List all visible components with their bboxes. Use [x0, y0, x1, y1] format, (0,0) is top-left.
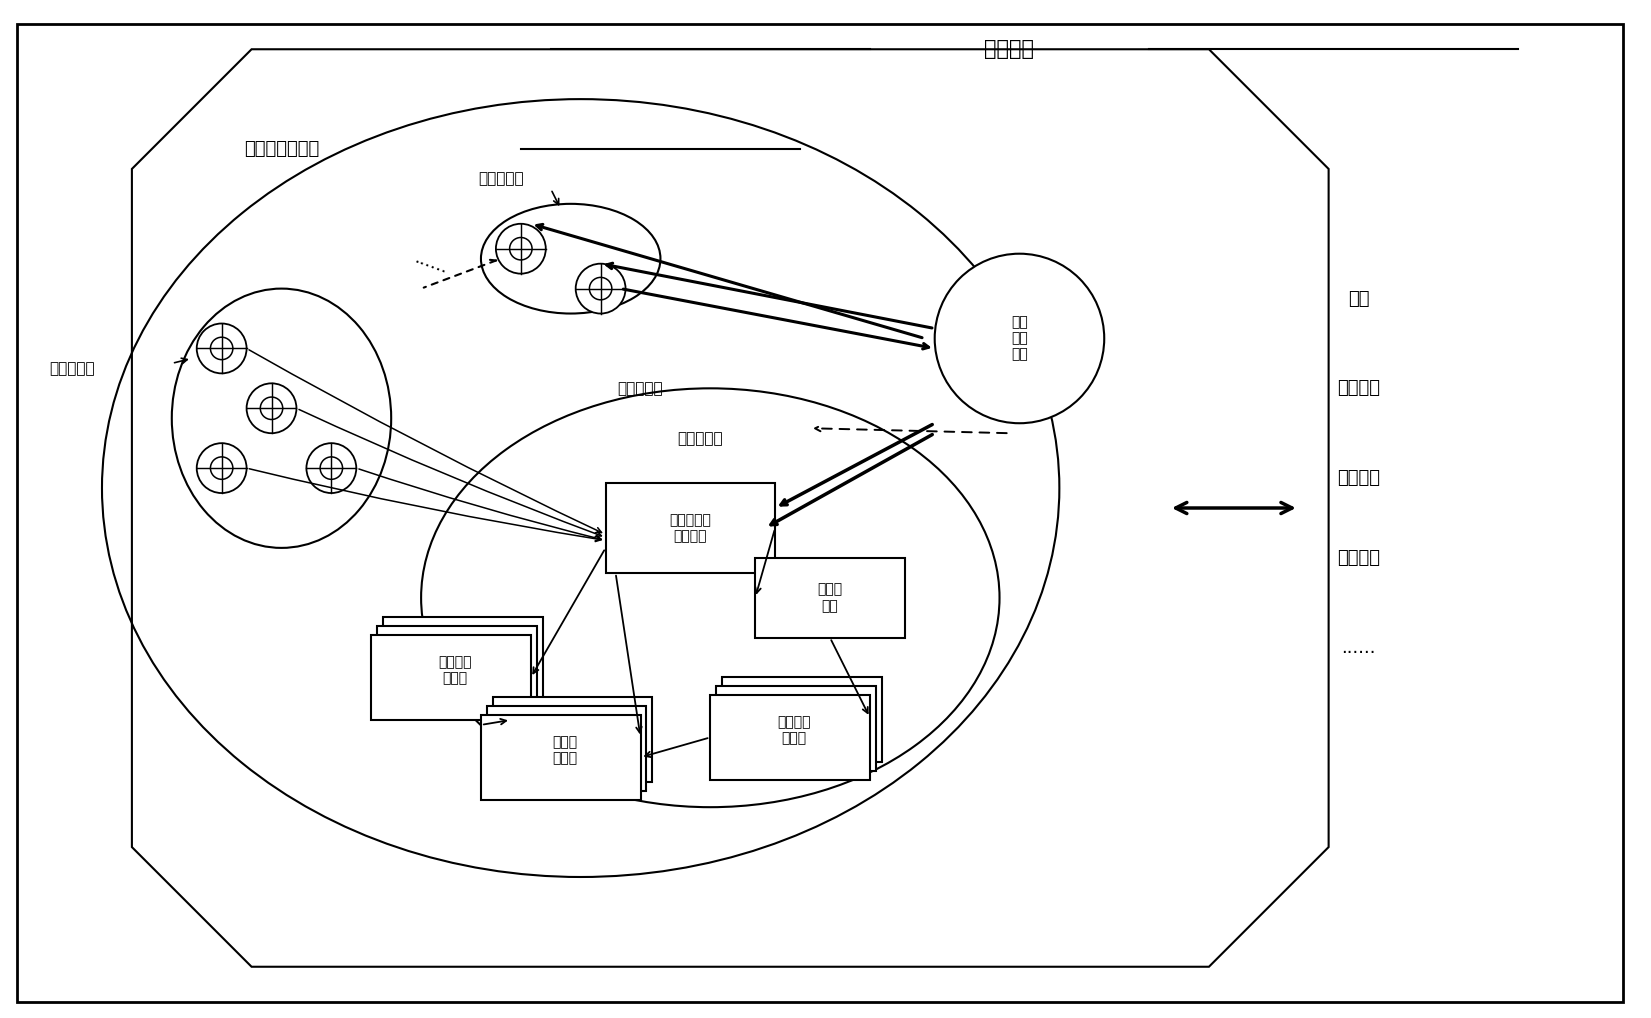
Circle shape — [307, 443, 357, 493]
Bar — [480, 715, 641, 800]
Text: 无人机系统: 无人机系统 — [617, 381, 664, 396]
Circle shape — [196, 324, 246, 374]
Bar — [376, 626, 537, 711]
Text: 通信
指控
中心: 通信 指控 中心 — [1010, 316, 1029, 361]
Circle shape — [196, 443, 246, 493]
Bar — [717, 686, 877, 771]
Bar — [721, 677, 882, 761]
Text: 保障分
系统: 保障分 系统 — [817, 582, 842, 613]
Text: 地面控制指
挥分系统: 地面控制指 挥分系统 — [669, 513, 712, 543]
Bar — [755, 558, 905, 637]
Text: ......: ...... — [1341, 638, 1375, 657]
Circle shape — [246, 384, 297, 434]
Circle shape — [934, 253, 1105, 423]
Bar — [494, 697, 652, 782]
Circle shape — [495, 224, 546, 274]
Text: 其他装备: 其他装备 — [1337, 549, 1380, 567]
Text: 无人机集群: 无人机集群 — [479, 171, 523, 186]
Text: 卫星: 卫星 — [1347, 289, 1369, 307]
Bar — [371, 635, 532, 720]
Text: 通信设施: 通信设施 — [1337, 469, 1380, 487]
Text: 任务设备
分系统: 任务设备 分系统 — [438, 656, 472, 686]
Text: 通信中继: 通信中继 — [1337, 380, 1380, 397]
Text: 飞行器
分系统: 飞行器 分系统 — [551, 735, 578, 766]
Text: 发射回收
分系统: 发射回收 分系统 — [778, 716, 811, 745]
Text: 无人机集群: 无人机集群 — [677, 431, 723, 446]
Bar — [710, 695, 870, 780]
Text: 无人机集群: 无人机集群 — [50, 361, 94, 376]
Bar — [606, 484, 774, 573]
Text: 装备体系: 装备体系 — [984, 40, 1035, 59]
Bar — [487, 705, 647, 791]
Bar — [383, 617, 543, 702]
Circle shape — [576, 264, 626, 314]
Text: ......: ...... — [411, 249, 451, 278]
Text: 无人机集群体系: 无人机集群体系 — [244, 140, 319, 158]
